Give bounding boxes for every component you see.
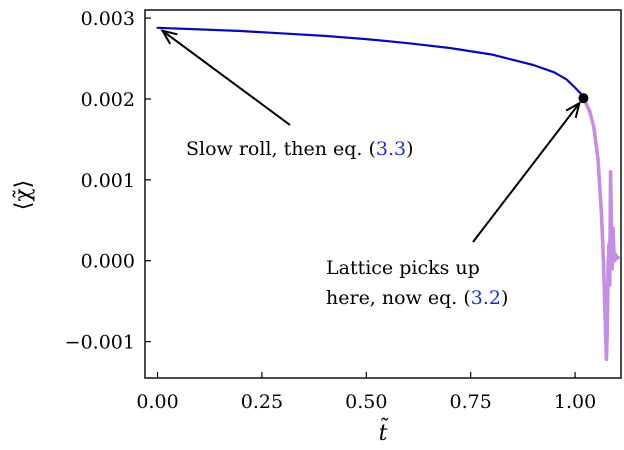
x-tick-label: 0.50	[345, 391, 387, 413]
y-tick-label: 0.000	[81, 251, 135, 273]
y-tick-label: −0.001	[65, 332, 135, 354]
annotation-2-arrow-head	[565, 101, 581, 119]
y-tick-label: 0.001	[81, 170, 135, 192]
x-tick-label: 0.00	[136, 391, 178, 413]
annotation-layer: Slow roll, then eq. (3.3) Lattice picks …	[160, 29, 581, 309]
y-axis-label: ⟨χ̃⟩	[11, 180, 36, 211]
annotation-1-arrow	[161, 29, 291, 126]
x-axis-label: t̃	[379, 416, 390, 446]
plot-area	[144, 9, 622, 379]
lattice-start-marker	[578, 93, 589, 104]
y-axis-ticks: −0.001 0.000 0.001 0.002 0.003	[65, 8, 151, 354]
y-tick-label: 0.002	[81, 89, 135, 111]
y-tick-label: 0.003	[81, 8, 135, 30]
annotation-1-text: Slow roll, then eq. (3.3)	[186, 138, 414, 160]
annotation-2-line1: Lattice picks up	[326, 257, 480, 279]
annotation-2-line2: here, now eq. (3.2)	[326, 287, 508, 309]
series-layer	[156, 26, 620, 362]
x-axis-ticks: 0.00 0.25 0.50 0.75 1.00	[136, 372, 596, 413]
annotation-2-arrow	[472, 102, 581, 243]
plot-frame	[144, 9, 622, 379]
annotation-1-arrow-head	[160, 29, 178, 45]
series-line-2	[581, 96, 620, 362]
x-tick-label: 0.75	[450, 391, 492, 413]
equation-ref-3-2[interactable]: 3.2	[471, 287, 501, 309]
x-tick-label: 0.25	[241, 391, 283, 413]
series-line-1	[156, 26, 585, 100]
equation-ref-3-3[interactable]: 3.3	[376, 138, 406, 160]
x-tick-label: 1.00	[554, 391, 596, 413]
